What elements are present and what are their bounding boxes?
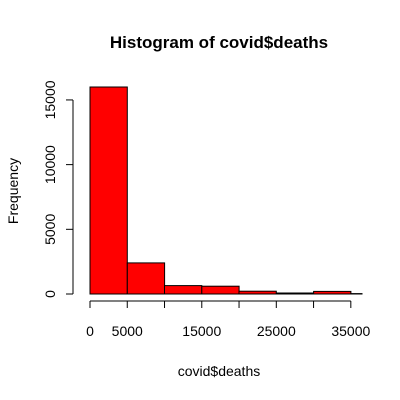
x-axis-label: covid$deaths	[178, 363, 261, 379]
bars-group	[90, 87, 362, 294]
x-tick-label-0: 0	[86, 323, 94, 339]
x-tick-label-3: 15000	[182, 323, 221, 339]
x-tick-label-5: 25000	[257, 323, 296, 339]
y-tick-label-0: 0	[42, 290, 58, 298]
histogram-bar-4	[239, 291, 276, 294]
histogram-bar-1	[127, 263, 164, 294]
histogram-bar-3	[202, 286, 239, 294]
y-tick-label-3: 15000	[42, 80, 58, 119]
y-axis: 0 5000 10000 15000	[42, 80, 73, 298]
chart-title: Histogram of covid$deaths	[110, 33, 328, 52]
histogram-bar-0	[90, 87, 127, 294]
x-tick-label-1: 5000	[112, 323, 143, 339]
x-tick-label-7: 35000	[331, 323, 370, 339]
histogram-bar-2	[165, 286, 202, 294]
x-axis: 0 5000 15000 25000 35000	[86, 301, 370, 339]
histogram-bar-6	[314, 291, 351, 294]
y-tick-label-2: 10000	[42, 145, 58, 184]
y-axis-label: Frequency	[5, 158, 21, 224]
histogram-bar-5	[276, 293, 313, 294]
y-tick-label-1: 5000	[42, 214, 58, 245]
